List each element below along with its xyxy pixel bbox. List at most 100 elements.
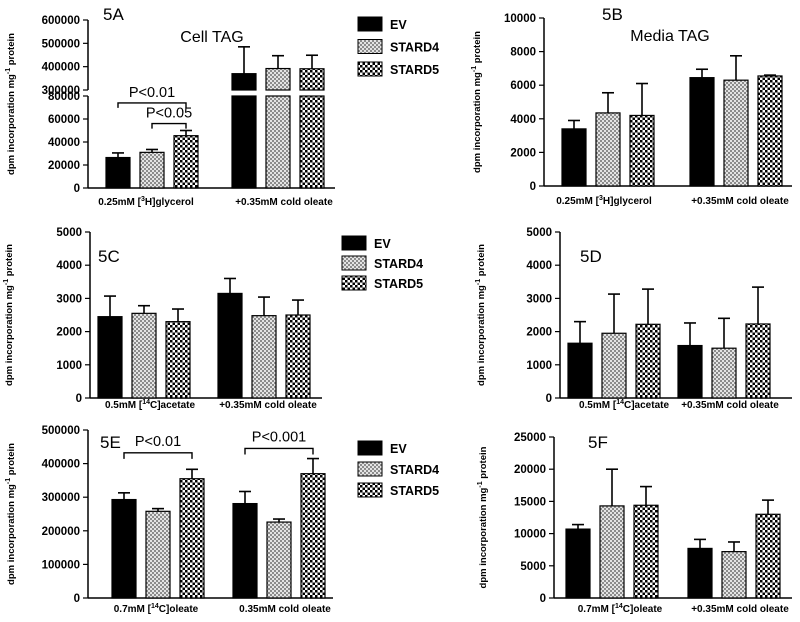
category-superscript: 14 bbox=[151, 603, 159, 610]
category-text: C]acetate bbox=[624, 400, 669, 411]
category-text: 0.35mM cold oleate bbox=[239, 604, 331, 615]
bar-ev bbox=[232, 502, 258, 599]
y-axis-label-sup: -1 bbox=[475, 279, 482, 285]
bar-stard5-upper bbox=[299, 68, 325, 91]
y-axis-label-tail: protein bbox=[4, 244, 15, 279]
bar-stard4-lower bbox=[265, 95, 291, 189]
category-text: C]acetate bbox=[150, 400, 195, 411]
legend-swatch-stard4 bbox=[341, 255, 367, 271]
category-text: +0.35mM cold oleate bbox=[219, 400, 317, 411]
category-text: 0.5mM [ bbox=[105, 400, 143, 411]
y-axis-label-tail: protein bbox=[6, 33, 17, 68]
y-axis-label-sup: -1 bbox=[477, 481, 484, 487]
legend-swatch-ev bbox=[357, 440, 383, 456]
y-tick-label: 5000 bbox=[526, 227, 552, 239]
category-text: +0.35mM cold oleate bbox=[235, 197, 333, 208]
y-axis-label-main: dpm incorporation mg bbox=[6, 484, 17, 585]
panel-5f: 0 5000 10000 15000 20000 25000 dpm incorporati… bbox=[477, 432, 792, 615]
x-category-label: +0.35mM cold oleate bbox=[691, 196, 789, 207]
legend-label-stard4: STARD4 bbox=[390, 463, 439, 477]
bar-stard5 bbox=[300, 473, 326, 599]
y-axis-label-sup: -1 bbox=[5, 478, 12, 484]
y-axis-label-main: dpm incorporation mg bbox=[4, 285, 15, 386]
category-text: 0.7mM [ bbox=[578, 604, 616, 615]
y-tick-label: 0 bbox=[76, 393, 82, 405]
legend-label-stard5: STARD5 bbox=[390, 484, 439, 498]
y-tick-label: 300000 bbox=[42, 85, 80, 97]
legend-swatch-stard5 bbox=[357, 61, 383, 77]
x-category-label: 0.35mM cold oleate bbox=[239, 604, 331, 615]
y-tick-label: 5000 bbox=[520, 561, 546, 573]
x-category-label: 0.5mM [14C]acetate bbox=[105, 399, 195, 411]
x-category-label: 0.25mM [3H]glycerol bbox=[98, 196, 194, 208]
bar-stard5 bbox=[285, 314, 311, 399]
y-tick-label: 6000 bbox=[510, 80, 536, 92]
y-tick-label: 4000 bbox=[526, 260, 552, 272]
y-tick-label: 100000 bbox=[42, 559, 80, 571]
y-tick-label: 4000 bbox=[510, 114, 536, 126]
y-tick-label: 200000 bbox=[42, 526, 80, 538]
bar-stard4 bbox=[599, 505, 625, 599]
panel-label: 5B bbox=[602, 5, 623, 24]
y-tick-label: 15000 bbox=[514, 496, 546, 508]
bar-stard4 bbox=[131, 312, 157, 399]
category-text: 0.7mM [ bbox=[114, 604, 152, 615]
panel-title: Cell TAG bbox=[180, 29, 243, 46]
y-tick-label: 60000 bbox=[48, 114, 80, 126]
bar-stard5 bbox=[745, 323, 771, 399]
category-text: +0.35mM cold oleate bbox=[681, 400, 779, 411]
y-tick-label: 400000 bbox=[42, 459, 80, 471]
y-tick-label: 400000 bbox=[42, 62, 80, 74]
y-axis-label-tail: protein bbox=[476, 244, 487, 279]
y-axis-label: dpm incorporation mg-1 protein bbox=[5, 33, 17, 175]
y-axis-label: dpm incorporation mg-1 protein bbox=[5, 443, 17, 585]
y-axis-label-sup: -1 bbox=[471, 66, 478, 72]
legend-swatch-stard4 bbox=[357, 39, 383, 54]
category-text: 0.25mM [ bbox=[556, 196, 599, 207]
bar-ev bbox=[217, 292, 243, 399]
bar-ev bbox=[97, 316, 123, 399]
category-text: C]oleate bbox=[159, 604, 199, 615]
x-category-label: 0.7mM [14C]oleate bbox=[578, 603, 663, 615]
panel-5b: 0 2000 4000 6000 8000 10000 dpm incorporation … bbox=[471, 5, 792, 207]
y-tick-label: 500000 bbox=[42, 425, 80, 437]
significance-bracket bbox=[244, 447, 314, 455]
legend-label-stard4: STARD4 bbox=[390, 41, 439, 55]
category-text: +0.35mM cold oleate bbox=[691, 196, 789, 207]
bar-ev bbox=[687, 547, 713, 599]
y-tick-label: 80000 bbox=[48, 91, 80, 103]
bar-stard4 bbox=[595, 112, 621, 187]
y-axis-label-main: dpm incorporation mg bbox=[478, 487, 489, 588]
panel-label: 5A bbox=[103, 5, 124, 24]
bar-ev-upper bbox=[231, 73, 257, 91]
y-axis-label-main: dpm incorporation mg bbox=[6, 74, 17, 175]
bar-stard4 bbox=[711, 347, 737, 399]
panel-title: Media TAG bbox=[630, 28, 709, 45]
y-tick-label: 0 bbox=[74, 183, 80, 195]
bar-ev bbox=[111, 498, 137, 599]
bar-stard5 bbox=[635, 323, 661, 399]
y-axis-label-main: dpm incorporation mg bbox=[476, 285, 487, 386]
y-tick-label: 1000 bbox=[526, 360, 552, 372]
legend-label-stard5: STARD5 bbox=[390, 63, 439, 77]
y-axis-label: dpm incorporation mg-1 protein bbox=[3, 244, 15, 386]
x-category-label: 0.7mM [14C]oleate bbox=[114, 603, 199, 615]
y-tick-label: 0 bbox=[530, 181, 536, 193]
legend-label-ev: EV bbox=[390, 18, 407, 32]
y-tick-label: 8000 bbox=[510, 47, 536, 59]
bar-stard5 bbox=[173, 135, 199, 189]
bar-stard5 bbox=[633, 504, 659, 599]
category-superscript: 14 bbox=[616, 399, 624, 406]
p-value-label: P<0.001 bbox=[252, 429, 306, 445]
bar-ev bbox=[689, 77, 715, 187]
y-axis-label: dpm incorporation mg-1 protein bbox=[475, 244, 487, 386]
y-axis-label-sup: -1 bbox=[3, 279, 10, 285]
y-tick-label: 4000 bbox=[56, 260, 82, 272]
y-axis-label-sup: -1 bbox=[5, 68, 12, 74]
bar-stard4 bbox=[721, 551, 747, 599]
bar-stard5 bbox=[629, 114, 655, 187]
x-category-label: +0.35mM cold oleate bbox=[691, 604, 789, 615]
legend-swatch-stard5 bbox=[357, 482, 383, 498]
